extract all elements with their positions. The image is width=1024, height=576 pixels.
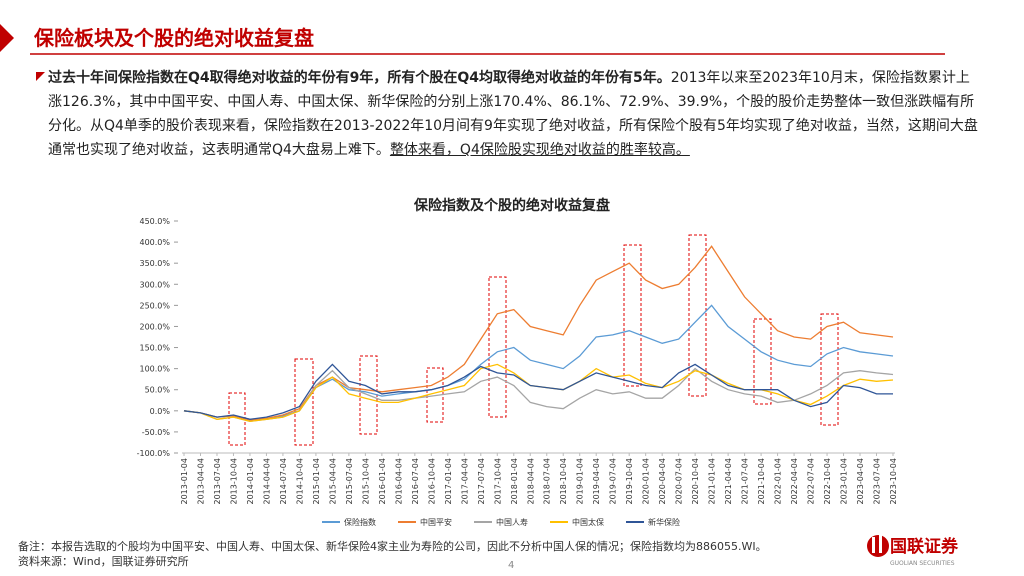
- x-tick-label: 2021-04-04: [724, 458, 733, 505]
- summary-bold: 过去十年间保险指数在Q4取得绝对收益的年份有9年，所有个股在Q4均取得绝对收益的…: [48, 70, 671, 86]
- x-tick-label: 2018-10-04: [559, 458, 568, 505]
- summary-paragraph: 过去十年间保险指数在Q4取得绝对收益的年份有9年，所有个股在Q4均取得绝对收益的…: [48, 66, 983, 162]
- x-tick-label: 2015-01-04: [312, 458, 321, 505]
- y-tick-label: 100.0%: [139, 365, 170, 374]
- x-tick-label: 2014-04-04: [262, 458, 271, 505]
- x-tick-label: 2016-07-04: [411, 458, 420, 505]
- x-tick-label: 2015-10-04: [361, 458, 370, 505]
- x-tick-label: 2019-01-04: [576, 458, 585, 505]
- x-tick-label: 2019-10-04: [625, 458, 634, 505]
- summary-body: 2013年以来至2023年10月末，保险指数累计上涨126.3%，其中中国平安、…: [48, 70, 978, 158]
- legend-label: 中国太保: [572, 517, 604, 527]
- x-tick-label: 2015-07-04: [345, 458, 354, 505]
- x-tick-label: 2018-01-04: [510, 458, 519, 505]
- x-tick-label: 2017-10-04: [493, 458, 502, 505]
- x-tick-label: 2017-07-04: [477, 458, 486, 505]
- y-tick-label: -50.0%: [142, 428, 171, 437]
- legend-label: 新华保险: [648, 517, 680, 527]
- y-tick-label: 0.0%: [150, 407, 171, 416]
- series-line: [183, 304, 894, 420]
- x-tick-label: 2013-10-04: [229, 458, 238, 505]
- y-tick-label: 200.0%: [139, 322, 170, 331]
- x-tick-label: 2016-04-04: [394, 458, 403, 505]
- x-tick-label: 2020-10-04: [691, 458, 700, 505]
- y-tick-label: 150.0%: [139, 344, 170, 353]
- x-tick-label: 2020-07-04: [675, 458, 684, 505]
- x-tick-label: 2014-01-04: [246, 458, 255, 505]
- x-tick-label: 2023-04-04: [856, 458, 865, 505]
- x-tick-label: 2014-07-04: [279, 458, 288, 505]
- x-tick-label: 2013-07-04: [213, 458, 222, 505]
- x-tick-label: 2022-07-04: [807, 458, 816, 505]
- x-tick-label: 2018-04-04: [526, 458, 535, 505]
- paragraph-marker: [36, 72, 45, 81]
- y-tick-label: 450.0%: [139, 217, 170, 226]
- footer-note: 备注：本报告选取的个股均为中国平安、中国人寿、中国太保、新华保险4家主业为寿险的…: [18, 539, 767, 553]
- x-tick-label: 2014-10-04: [295, 458, 304, 505]
- x-tick-label: 2021-10-04: [757, 458, 766, 505]
- legend-label: 保险指数: [344, 517, 376, 527]
- y-tick-label: 250.0%: [139, 301, 170, 310]
- slide-title: 保险板块及个股的绝对收益复盘: [33, 26, 314, 50]
- y-tick-label: 300.0%: [139, 280, 170, 289]
- x-tick-label: 2019-07-04: [609, 458, 618, 505]
- logo-en: GUOLIAN SECURITIES: [890, 560, 955, 567]
- x-tick-label: 2021-01-04: [708, 458, 717, 505]
- y-tick-label: 350.0%: [139, 259, 170, 268]
- title-marker: [0, 24, 14, 52]
- x-tick-label: 2016-01-04: [378, 458, 387, 505]
- logo-mark: [867, 535, 889, 557]
- x-tick-label: 2018-07-04: [543, 458, 552, 505]
- x-tick-label: 2022-04-04: [790, 458, 799, 505]
- x-tick-label: 2022-01-04: [774, 458, 783, 505]
- x-tick-label: 2021-07-04: [741, 458, 750, 505]
- y-tick-label: 400.0%: [139, 238, 170, 247]
- x-tick-label: 2023-10-04: [889, 458, 898, 505]
- legend-label: 中国平安: [420, 517, 452, 527]
- x-tick-label: 2016-10-04: [427, 458, 436, 505]
- x-tick-label: 2013-04-04: [196, 458, 205, 505]
- x-tick-label: 2022-10-04: [823, 458, 832, 505]
- legend-label: 中国人寿: [496, 517, 528, 527]
- x-tick-label: 2015-04-04: [328, 458, 337, 505]
- x-tick-label: 2017-04-04: [460, 458, 469, 505]
- chart-title: 保险指数及个股的绝对收益复盘: [413, 197, 610, 214]
- x-tick-label: 2019-04-04: [592, 458, 601, 505]
- series-line: [183, 245, 894, 421]
- series-line: [183, 363, 893, 420]
- x-tick-label: 2013-01-04: [180, 458, 189, 505]
- y-tick-label: 50.0%: [145, 386, 171, 395]
- footer-source: 资料来源：Wind，国联证券研究所: [18, 554, 189, 568]
- x-tick-label: 2020-04-04: [658, 458, 667, 505]
- y-tick-label: -100.0%: [137, 449, 171, 458]
- x-tick-label: 2017-01-04: [444, 458, 453, 505]
- page-number: 4: [508, 560, 514, 571]
- logo-text: 国联证券: [890, 536, 959, 557]
- x-tick-label: 2023-07-04: [873, 458, 882, 505]
- x-tick-label: 2023-01-04: [840, 458, 849, 505]
- summary-conclusion: 整体来看，Q4保险股实现绝对收益的胜率较高。: [389, 142, 690, 158]
- x-tick-label: 2020-01-04: [642, 458, 651, 505]
